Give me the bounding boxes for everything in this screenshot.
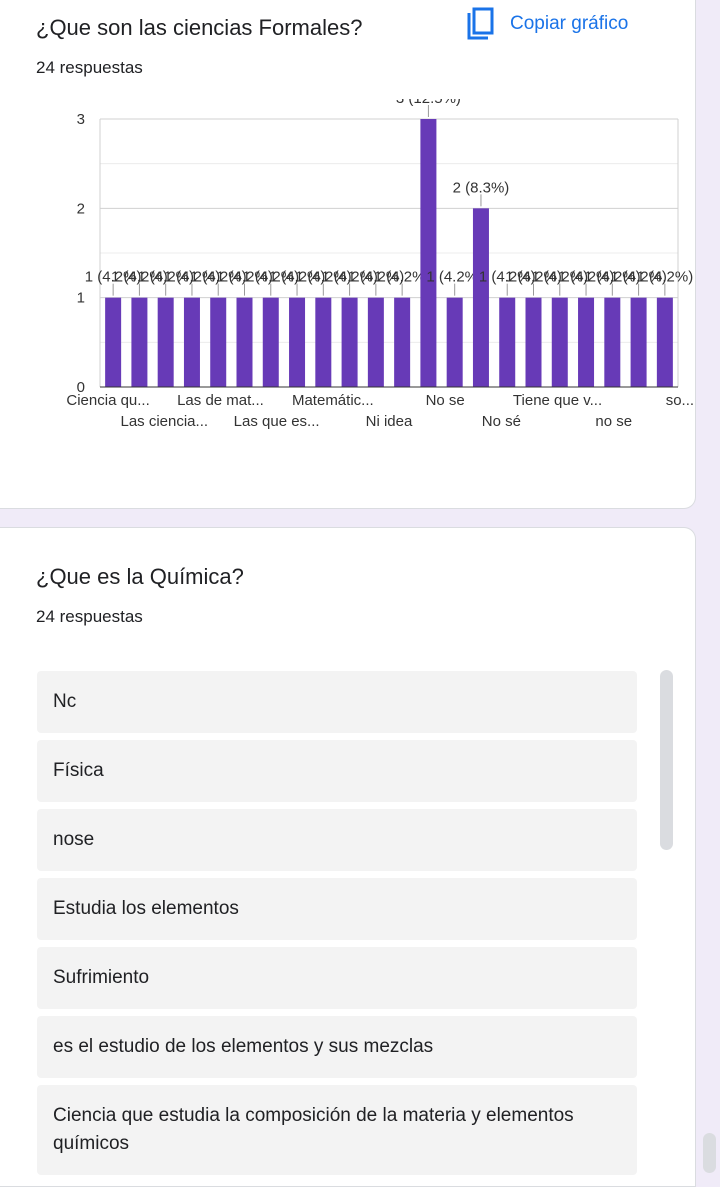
copy-chart-label: Copiar gráfico bbox=[510, 13, 629, 34]
data-label: 3 (12.5%) bbox=[396, 99, 461, 107]
bar bbox=[551, 297, 568, 387]
bar bbox=[499, 297, 516, 387]
data-label: 1 (4.2%) bbox=[584, 269, 641, 286]
bar bbox=[236, 297, 253, 387]
bar bbox=[656, 297, 673, 387]
bar bbox=[210, 297, 227, 387]
data-label: 1 (4.2%) bbox=[374, 269, 431, 286]
bar bbox=[157, 297, 174, 387]
bar bbox=[183, 297, 200, 387]
bar bbox=[367, 297, 384, 387]
data-label: 1 (4.2%) bbox=[505, 269, 562, 286]
bar bbox=[262, 297, 279, 387]
y-tick-label: 3 bbox=[77, 111, 85, 128]
answer-list: Nc Física nose Estudia los elementos Sufrimi… bbox=[37, 671, 637, 1182]
bar bbox=[630, 297, 647, 387]
x-tick-label: no se bbox=[595, 413, 632, 430]
x-tick-label: Las de mat... bbox=[177, 392, 264, 409]
x-tick-label: Ciencia qu... bbox=[66, 392, 149, 409]
bar bbox=[446, 297, 463, 387]
answer-list-scrollbar[interactable] bbox=[660, 670, 673, 850]
bar bbox=[525, 297, 542, 387]
data-label: 1 (4.2%) bbox=[479, 269, 536, 286]
x-tick-label: Las que es... bbox=[234, 413, 320, 430]
bar bbox=[289, 297, 306, 387]
question-card-ciencias-formales: ¿Que son las ciencias Formales? Copiar g… bbox=[0, 0, 696, 509]
answer-item: nose bbox=[37, 809, 637, 871]
x-tick-label: so... bbox=[666, 392, 694, 409]
question-title: ¿Que es la Química? bbox=[36, 564, 244, 589]
data-label: 1 (4.2%) bbox=[111, 269, 168, 286]
data-label: 1 (4.2%) bbox=[216, 269, 273, 286]
x-tick-label: No se bbox=[426, 392, 465, 409]
bar bbox=[315, 297, 332, 387]
question-card-quimica: ¿Que es la Química? 24 respuestas Nc Físi… bbox=[0, 527, 696, 1187]
response-count: 24 respuestas bbox=[36, 58, 143, 77]
y-tick-label: 0 bbox=[77, 379, 85, 396]
x-tick-label: No sé bbox=[482, 413, 521, 430]
data-label: 1 (4.2%) bbox=[531, 269, 588, 286]
copy-chart-button[interactable]: Copiar gráfico bbox=[466, 7, 628, 41]
y-tick-label: 1 bbox=[77, 290, 85, 307]
data-label: 1 (4.2%) bbox=[269, 269, 326, 286]
x-tick-label: Ni idea bbox=[366, 413, 413, 430]
data-label: 1 (4.2%) bbox=[190, 269, 247, 286]
x-tick-label: Tiene que v... bbox=[513, 392, 602, 409]
data-label: 1 (4.2%) bbox=[85, 269, 142, 286]
y-tick-label: 2 bbox=[77, 200, 85, 217]
data-label: 1 (4.2%) bbox=[295, 269, 352, 286]
answer-item: Sufrimiento bbox=[37, 947, 637, 1009]
data-label: 1 (4.2%) bbox=[137, 269, 194, 286]
data-label: 1 (4.2%) bbox=[321, 269, 378, 286]
data-label: 1 (4.2%) bbox=[164, 269, 221, 286]
answer-item: es el estudio de los elementos y sus mez… bbox=[37, 1016, 637, 1078]
answer-item: Nc bbox=[37, 671, 637, 733]
data-label: 1 (4.2%) bbox=[637, 269, 694, 286]
bar bbox=[420, 119, 437, 387]
bar bbox=[341, 297, 358, 387]
answer-item: Estudia los elementos bbox=[37, 878, 637, 940]
data-label: 1 (4.2%) bbox=[242, 269, 299, 286]
data-label: 1 (4.2%) bbox=[348, 269, 405, 286]
bar bbox=[604, 297, 621, 387]
bar bbox=[394, 297, 411, 387]
response-count: 24 respuestas bbox=[36, 607, 143, 626]
bar bbox=[131, 297, 148, 387]
answer-item: Física bbox=[37, 740, 637, 802]
bar bbox=[578, 297, 595, 387]
data-label: 1 (4.2%) bbox=[426, 269, 483, 286]
copy-icon bbox=[467, 7, 494, 40]
page-scrollbar[interactable] bbox=[703, 1133, 716, 1173]
data-label: 2 (8.3%) bbox=[453, 179, 510, 196]
answer-item: Ciencia que estudia la composición de la… bbox=[37, 1085, 637, 1175]
question-title: ¿Que son las ciencias Formales? bbox=[36, 15, 363, 40]
data-label: 1 (4.2%) bbox=[558, 269, 615, 286]
x-tick-label: Matemátic... bbox=[292, 392, 374, 409]
bar bbox=[472, 208, 489, 387]
x-tick-label: Las ciencia... bbox=[120, 413, 208, 430]
data-label: 1 (4.2%) bbox=[610, 269, 667, 286]
bar bbox=[105, 297, 122, 387]
